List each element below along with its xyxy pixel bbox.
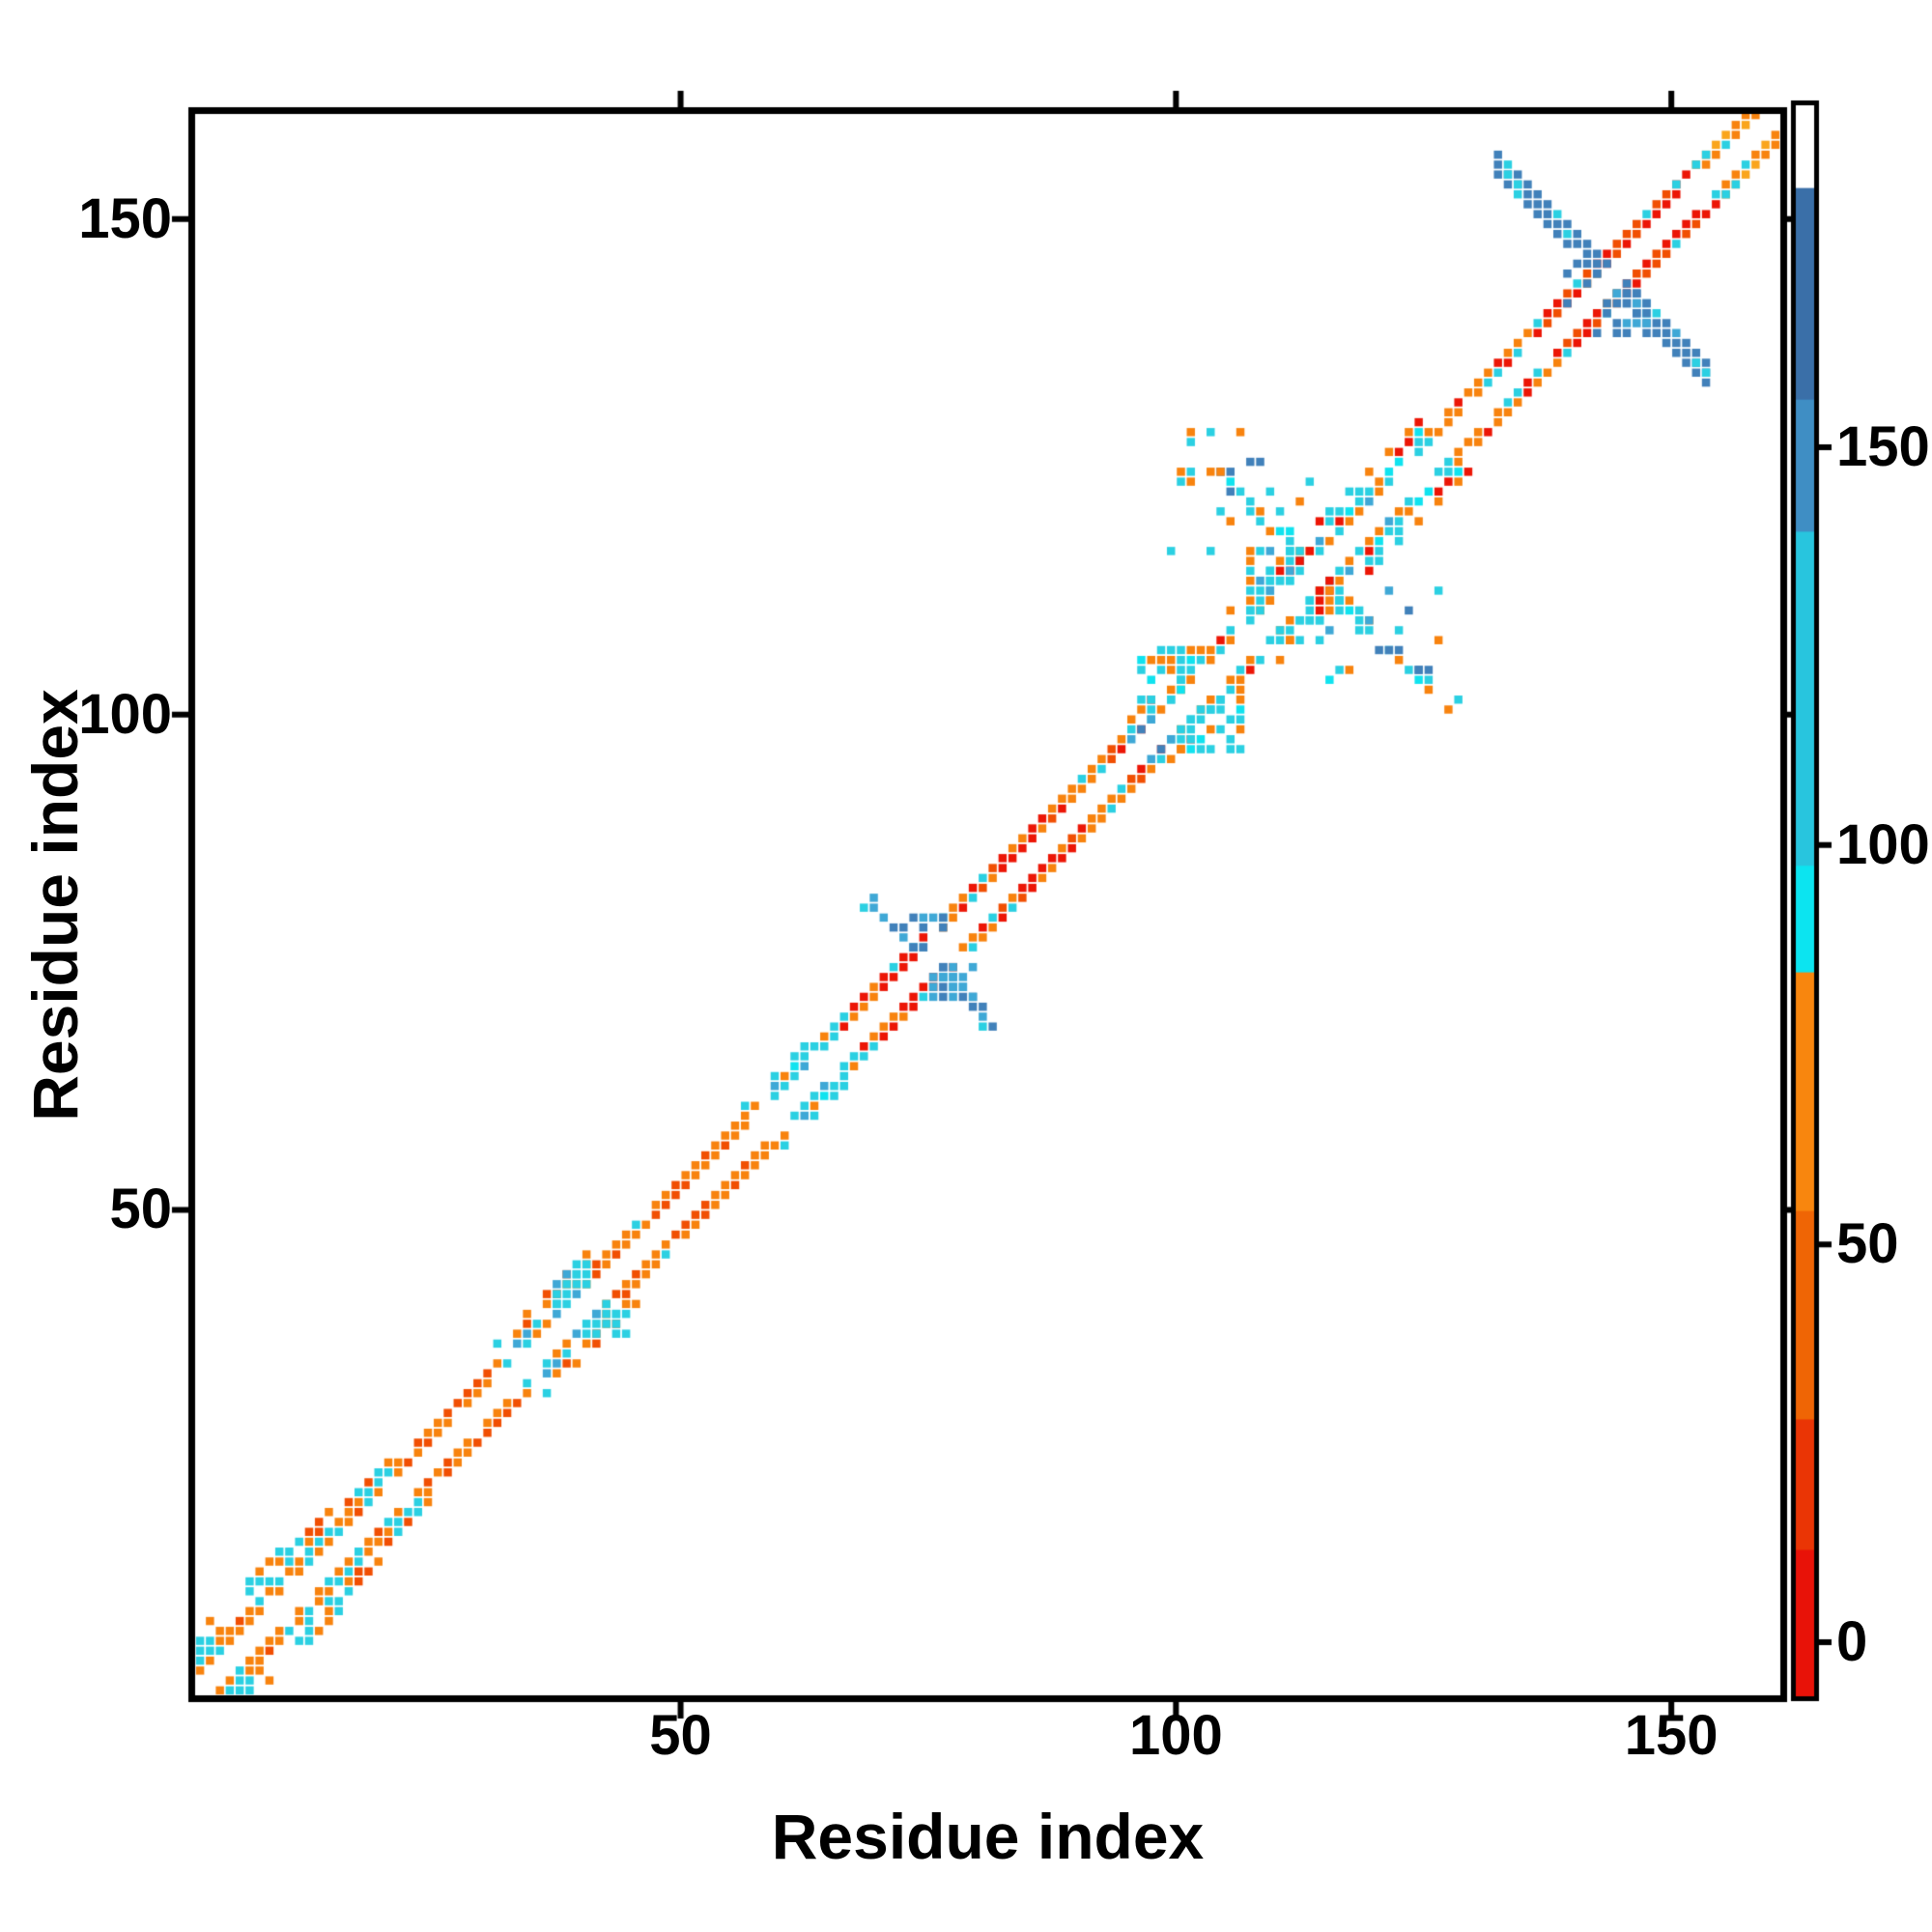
y-axis-title: Residue index (19, 688, 91, 1122)
x-tick-label-50: 50 (649, 1704, 712, 1767)
x-tick-label-150: 150 (1624, 1704, 1719, 1767)
y-tick-label-100: 100 (78, 682, 172, 746)
x-axis-title: Residue index (771, 1801, 1205, 1872)
colorbar-tick-label-0: 0 (1836, 1610, 1868, 1673)
colorbar-tick-label-150: 150 (1836, 415, 1930, 479)
colorbar-tick-label-100: 100 (1836, 812, 1930, 876)
y-tick-label-50: 50 (109, 1178, 172, 1241)
colorbar-tick-label-50: 50 (1836, 1212, 1899, 1276)
x-tick-label-100: 100 (1128, 1704, 1223, 1767)
y-tick-label-150: 150 (78, 186, 172, 250)
